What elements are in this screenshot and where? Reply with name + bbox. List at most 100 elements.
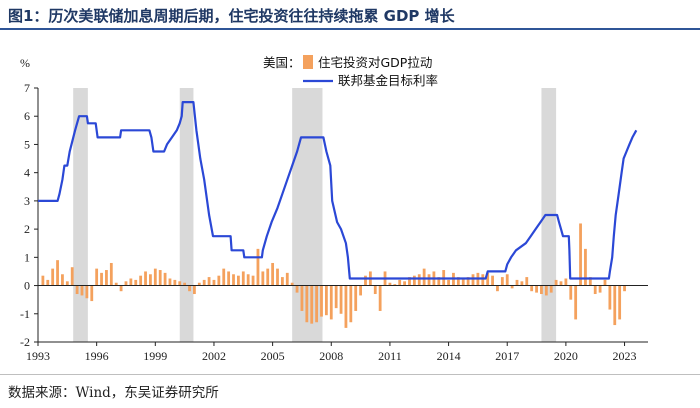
x-tick-label-1999: 1999	[143, 349, 167, 363]
bar-51	[290, 282, 294, 286]
bar-11	[95, 268, 99, 286]
bar-92	[491, 275, 494, 286]
bar-115	[603, 279, 607, 286]
bar-62	[344, 285, 348, 328]
bar-113	[593, 285, 597, 295]
bar-32	[197, 282, 201, 286]
bar-90	[481, 274, 485, 286]
y-tick-label-7: 7	[24, 81, 30, 95]
bar-56	[315, 285, 319, 323]
bar-66	[364, 275, 367, 286]
bar-100	[530, 285, 534, 292]
bar-117	[613, 285, 617, 326]
bar-25	[163, 272, 167, 286]
bar-8	[80, 285, 84, 296]
x-tick-label-2020: 2020	[554, 349, 578, 363]
bar-12	[100, 272, 103, 286]
bar-108	[569, 285, 573, 300]
bar-48	[276, 268, 279, 286]
bar-57	[320, 285, 323, 317]
bar-114	[598, 285, 602, 293]
bar-53	[300, 285, 304, 311]
bar-104	[549, 285, 553, 293]
bar-6	[70, 267, 74, 286]
bar-76	[412, 275, 416, 286]
x-tick-label-1996: 1996	[85, 349, 109, 363]
bar-42	[246, 274, 250, 286]
bar-118	[618, 285, 622, 320]
x-tick-label-1993: 1993	[26, 349, 50, 363]
bar-93	[496, 285, 499, 292]
x-tick-label-2008: 2008	[319, 349, 343, 363]
bar-99	[525, 277, 529, 286]
bar-96	[510, 285, 514, 289]
bar-64	[354, 285, 358, 311]
bar-20	[139, 275, 143, 286]
bar-77	[417, 274, 421, 286]
x-tick-label-2002: 2002	[202, 349, 226, 363]
bar-86	[461, 278, 465, 286]
bar-112	[588, 277, 592, 286]
bar-10	[90, 285, 94, 302]
bar-4	[61, 274, 64, 286]
shaded-period-1	[179, 88, 194, 342]
bar-79	[427, 274, 431, 286]
bar-88	[471, 274, 475, 286]
legend-swatch-bar	[303, 55, 313, 69]
bar-105	[554, 279, 558, 286]
bar-69	[378, 285, 382, 311]
bar-3	[56, 260, 59, 286]
bar-74	[403, 281, 406, 286]
bar-40	[237, 275, 240, 286]
axes: -2 -1 0 1 2 3 4 5 6 7% 1993 1996 1999 2002 2005 2008 201…	[20, 56, 648, 363]
y-tick-label-5: 5	[24, 137, 30, 151]
bar-68	[373, 285, 377, 295]
shaded-periods	[73, 88, 557, 342]
bar-119	[623, 285, 626, 292]
bar-46	[266, 268, 270, 286]
bar-14	[109, 262, 113, 286]
bar-60	[334, 285, 338, 309]
bar-37	[222, 268, 226, 286]
bar-series	[41, 223, 626, 328]
shaded-period-0	[73, 88, 88, 342]
bar-110	[579, 223, 582, 286]
bar-102	[540, 285, 543, 295]
bar-31	[193, 285, 196, 295]
bar-107	[564, 278, 568, 286]
y-tick-label-6: 6	[24, 109, 30, 123]
y-tick-label-1: 1	[24, 250, 30, 264]
bar-95	[505, 274, 509, 286]
bar-54	[305, 285, 309, 323]
bar-87	[466, 277, 470, 286]
bar-5	[65, 281, 69, 286]
bar-72	[393, 284, 397, 286]
legend-label-bar: 住宅投资对GDP拉动	[318, 55, 432, 70]
x-tick-label-2014: 2014	[437, 349, 461, 363]
bar-47	[271, 262, 275, 286]
bar-63	[349, 285, 353, 323]
bar-75	[408, 277, 411, 286]
bar-15	[114, 282, 118, 286]
bar-21	[144, 271, 147, 286]
y-tick-label-2: 2	[24, 222, 30, 236]
bar-101	[535, 285, 538, 293]
bar-22	[149, 274, 152, 286]
bar-36	[217, 275, 221, 286]
legend-prefix: 美国：	[263, 55, 301, 70]
bar-97	[515, 279, 519, 286]
bar-111	[584, 248, 587, 286]
x-tick-label-2023: 2023	[613, 349, 637, 363]
bar-33	[202, 279, 206, 286]
y-axis-unit: %	[20, 56, 30, 70]
bar-116	[608, 285, 612, 310]
bar-44	[256, 248, 260, 286]
bar-106	[559, 281, 563, 286]
bar-98	[520, 281, 524, 286]
bar-50	[285, 272, 289, 286]
y-tick-label-4: 4	[24, 166, 30, 180]
bar-52	[295, 285, 299, 293]
bar-55	[310, 285, 314, 324]
bar-43	[251, 275, 255, 286]
bar-83	[447, 279, 450, 286]
